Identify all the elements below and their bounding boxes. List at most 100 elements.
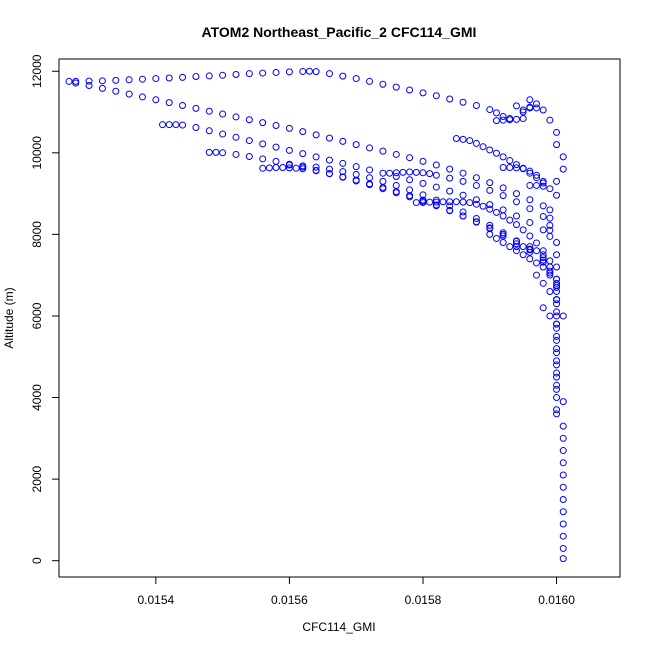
data-point [539,177,547,185]
data-point [559,398,567,406]
data-point [559,496,567,503]
data-point [459,212,467,220]
data-point [499,153,507,161]
data-point [479,202,487,210]
data-point [259,119,267,127]
data-point [406,86,414,94]
data-point [526,255,534,263]
data-point [519,106,527,114]
data-point [553,283,561,291]
data-point [406,168,414,176]
data-point [219,130,227,138]
data-point [539,279,547,287]
data-point [379,147,387,155]
data-point [299,67,307,75]
data-point [553,369,561,377]
data-point [272,163,280,171]
data-point [559,544,567,552]
data-point [486,186,494,194]
data-point [125,76,133,84]
data-point [386,169,394,177]
data-point [499,163,507,171]
data-point [165,99,173,107]
data-point [212,148,220,156]
data-point [285,68,293,76]
data-point [559,434,567,442]
data-point [432,198,440,206]
y-tick-label: 6000 [30,302,44,329]
data-point [546,312,554,320]
data-point [272,157,280,165]
data-point [539,212,547,220]
data-point [112,76,120,84]
data-point [412,199,420,207]
data-point [299,162,307,170]
y-tick-label: 0 [30,557,44,564]
data-point [539,304,547,312]
data-point [512,164,520,172]
data-point [559,520,567,528]
data-point [192,124,200,132]
data-point [499,232,507,240]
data-point [539,254,547,262]
data-point [546,116,554,124]
data-point [412,168,420,176]
data-point [512,115,520,123]
data-point [539,247,547,255]
data-point [352,170,360,178]
data-point [432,183,440,191]
data-point [419,196,427,204]
data-point [446,198,454,206]
data-point [245,70,253,78]
data-point [472,139,480,147]
data-point [539,106,547,114]
data-point [192,73,200,81]
data-point [138,93,146,101]
data-point [406,154,414,162]
data-point [98,84,106,92]
data-point [512,190,520,198]
data-point [526,167,534,175]
data-point [265,164,273,172]
data-point [553,385,561,393]
data-point [285,164,293,172]
data-point [553,320,561,328]
data-point [553,373,561,381]
data-point [446,206,454,214]
x-tick-label: 0.0154 [137,593,174,607]
data-point [546,221,554,229]
data-point [159,121,167,129]
x-axis: 0.0154 0.0156 0.0158 0.0160 [137,576,575,607]
data-point [219,149,227,157]
data-point [553,357,561,365]
data-point [526,103,534,111]
data-point [559,153,567,161]
data-point [546,185,554,193]
data-point [406,186,414,194]
data-point [546,267,554,275]
data-point [553,300,561,308]
data-point [352,75,360,83]
data-point [526,169,534,177]
data-point [526,96,534,104]
data-point [419,191,427,199]
data-point [165,74,173,82]
data-point [312,163,320,171]
data-point [533,271,541,279]
data-point [526,196,534,204]
data-point [472,181,480,189]
data-point [279,163,287,171]
data-point [553,406,561,414]
x-axis-label: CFC114_GMI [302,620,375,634]
data-point [533,181,541,189]
data-point [285,146,293,154]
data-point [486,201,494,209]
data-point [392,172,400,180]
data-point [305,67,313,75]
data-point [512,240,520,248]
y-tick-label: 2000 [30,465,44,492]
data-point [553,281,561,289]
data-point [219,110,227,118]
data-point [499,192,507,200]
data-point [499,116,507,124]
